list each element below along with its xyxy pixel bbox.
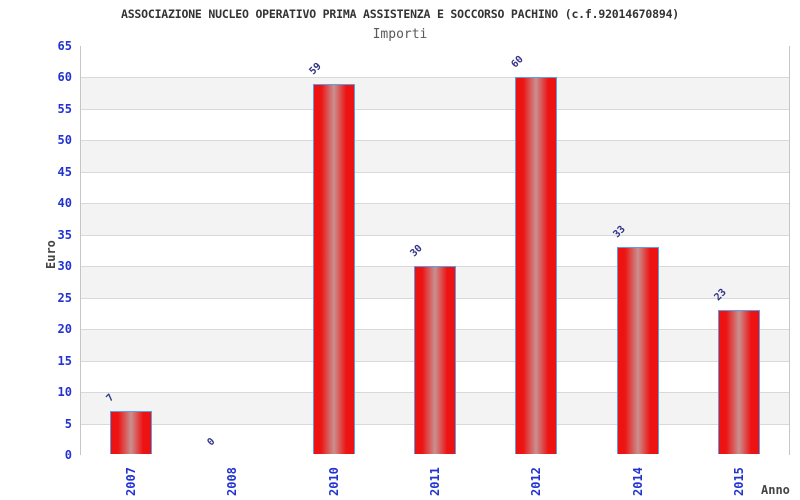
bar-2012 <box>515 77 557 454</box>
gridline <box>81 171 789 173</box>
bar-2007 <box>110 410 152 454</box>
plot-band <box>81 171 789 204</box>
chart-subtitle: Importi <box>372 27 428 42</box>
x-tick-label: 2010 <box>326 467 341 496</box>
y-tick-label: 0 <box>64 448 72 462</box>
chart-title: ASSOCIAZIONE NUCLEO OPERATIVO PRIMA ASSI… <box>120 7 680 21</box>
y-tick-label: 55 <box>57 101 72 116</box>
gridline <box>81 77 789 79</box>
bar-2015 <box>718 310 760 454</box>
plot-band <box>81 108 789 141</box>
y-axis-title: Euro <box>44 240 58 269</box>
plot-area <box>80 46 790 455</box>
y-tick-label: 25 <box>57 290 72 305</box>
gridline <box>81 203 789 205</box>
x-tick-label: 2012 <box>529 467 544 496</box>
y-tick-label: 45 <box>57 164 72 179</box>
y-tick-label: 15 <box>57 353 72 368</box>
plot-band <box>81 203 789 235</box>
y-tick-label: 40 <box>57 196 72 211</box>
y-tick-label: 35 <box>57 227 72 242</box>
x-tick-label: 2014 <box>630 467 645 496</box>
y-tick-label: 10 <box>57 385 72 400</box>
gridline <box>81 108 789 110</box>
plot-band <box>81 140 789 172</box>
plot-band <box>81 77 789 109</box>
y-tick-label: 5 <box>64 416 72 431</box>
gridline <box>81 140 789 142</box>
x-tick-label: 2011 <box>428 467 442 496</box>
x-tick-label: 2007 <box>123 467 138 496</box>
plot-band <box>81 46 789 78</box>
x-tick-label: 2015 <box>732 467 747 496</box>
bar-2010 <box>313 83 355 454</box>
bar-2014 <box>617 247 659 454</box>
plot-band <box>81 234 789 267</box>
y-tick-label: 50 <box>57 133 72 148</box>
x-axis-title: Anno <box>761 483 790 497</box>
x-tick-label: 2008 <box>225 467 240 496</box>
y-tick-label: 20 <box>57 322 72 337</box>
y-tick-label: 65 <box>57 39 72 53</box>
gridline <box>81 234 789 236</box>
bar-2011 <box>414 266 456 454</box>
y-tick-label: 60 <box>57 70 72 85</box>
y-tick-label: 30 <box>57 259 72 274</box>
